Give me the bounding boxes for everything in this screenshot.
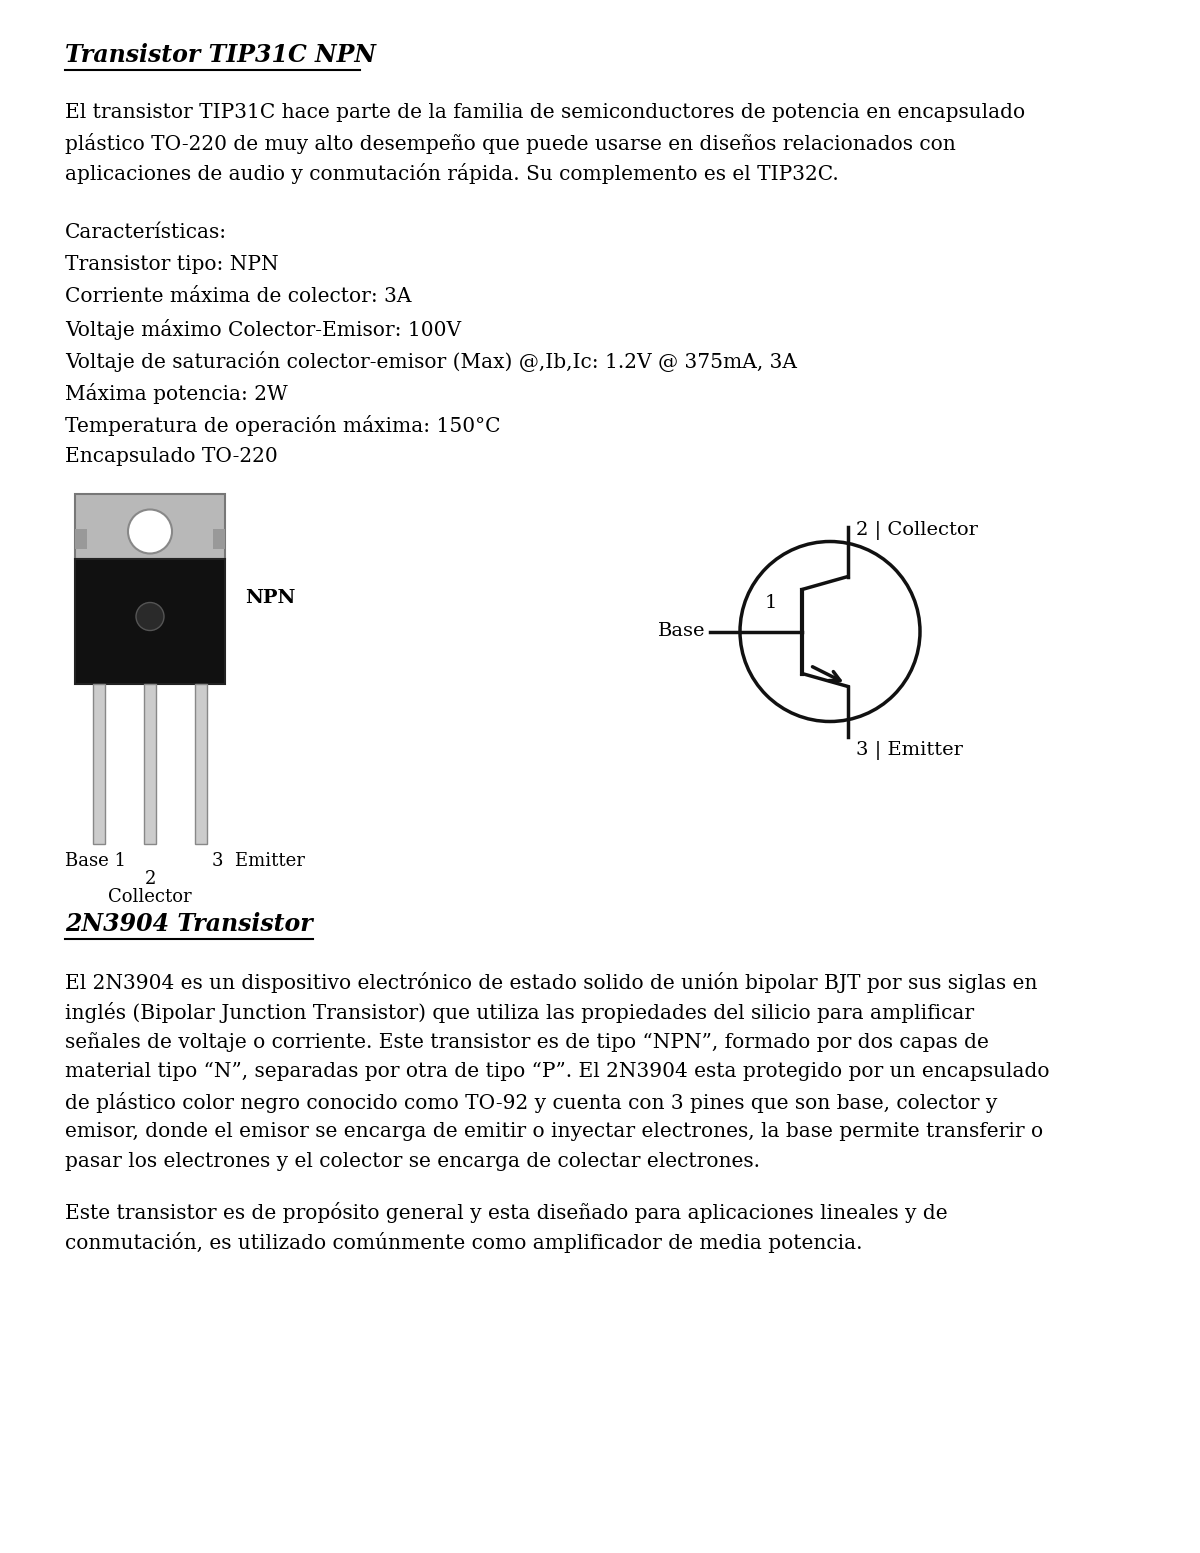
Text: pasar los electrones y el colector se encarga de colectar electrones.: pasar los electrones y el colector se en… xyxy=(65,1152,760,1171)
Text: Voltaje máximo Colector-Emisor: 100V: Voltaje máximo Colector-Emisor: 100V xyxy=(65,318,461,340)
Text: plástico TO-220 de muy alto desempeño que puede usarse en diseños relacionados c: plástico TO-220 de muy alto desempeño qu… xyxy=(65,134,955,154)
Circle shape xyxy=(136,603,164,631)
Text: El transistor TIP31C hace parte de la familia de semiconductores de potencia en : El transistor TIP31C hace parte de la fa… xyxy=(65,102,1025,123)
Bar xyxy=(74,530,88,550)
Circle shape xyxy=(740,542,920,722)
Bar xyxy=(74,494,226,559)
Text: Este transistor es de propósito general y esta diseñado para aplicaciones lineal: Este transistor es de propósito general … xyxy=(65,1202,948,1224)
Text: El 2N3904 es un dispositivo electrónico de estado solido de unión bipolar BJT po: El 2N3904 es un dispositivo electrónico … xyxy=(65,972,1037,992)
Bar xyxy=(144,683,156,843)
Text: Corriente máxima de colector: 3A: Corriente máxima de colector: 3A xyxy=(65,287,412,306)
Bar xyxy=(214,530,226,550)
Text: Collector: Collector xyxy=(108,888,192,905)
Text: 3 | Emitter: 3 | Emitter xyxy=(856,741,962,761)
Text: NPN: NPN xyxy=(245,589,295,607)
Bar xyxy=(74,559,226,683)
Text: Voltaje de saturación colector-emisor (Max) @,Ib,Ic: 1.2V @ 375mA, 3A: Voltaje de saturación colector-emisor (M… xyxy=(65,351,797,373)
Text: Características:: Características: xyxy=(65,224,227,242)
Text: inglés (Bipolar Junction Transistor) que utiliza las propiedades del silicio par: inglés (Bipolar Junction Transistor) que… xyxy=(65,1002,974,1023)
Text: 2: 2 xyxy=(144,870,156,888)
Bar xyxy=(194,683,208,843)
Text: aplicaciones de audio y conmutación rápida. Su complemento es el TIP32C.: aplicaciones de audio y conmutación rápi… xyxy=(65,163,839,183)
Text: Encapsulado TO-220: Encapsulado TO-220 xyxy=(65,447,277,466)
Text: Base: Base xyxy=(658,623,706,640)
Text: Base 1: Base 1 xyxy=(65,853,126,870)
Text: conmutación, es utilizado comúnmente como amplificador de media potencia.: conmutación, es utilizado comúnmente com… xyxy=(65,1232,863,1253)
Text: material tipo “N”, separadas por otra de tipo “P”. El 2N3904 esta protegido por : material tipo “N”, separadas por otra de… xyxy=(65,1062,1050,1081)
Text: señales de voltaje o corriente. Este transistor es de tipo “NPN”, formado por do: señales de voltaje o corriente. Este tra… xyxy=(65,1033,989,1051)
Text: 2 | Collector: 2 | Collector xyxy=(856,522,978,540)
Text: Transistor TIP31C NPN: Transistor TIP31C NPN xyxy=(65,43,376,67)
Text: 1: 1 xyxy=(764,593,778,612)
Text: Temperatura de operación máxima: 150°C: Temperatura de operación máxima: 150°C xyxy=(65,415,500,436)
Text: emisor, donde el emisor se encarga de emitir o inyectar electrones, la base perm: emisor, donde el emisor se encarga de em… xyxy=(65,1121,1043,1141)
Text: 3  Emitter: 3 Emitter xyxy=(212,853,305,870)
Text: Máxima potencia: 2W: Máxima potencia: 2W xyxy=(65,384,288,404)
Circle shape xyxy=(128,509,172,553)
Bar xyxy=(94,683,106,843)
Text: de plástico color negro conocido como TO-92 y cuenta con 3 pines que son base, c: de plástico color negro conocido como TO… xyxy=(65,1092,997,1114)
Text: 2N3904 Transistor: 2N3904 Transistor xyxy=(65,912,322,936)
Text: Transistor tipo: NPN: Transistor tipo: NPN xyxy=(65,255,278,273)
